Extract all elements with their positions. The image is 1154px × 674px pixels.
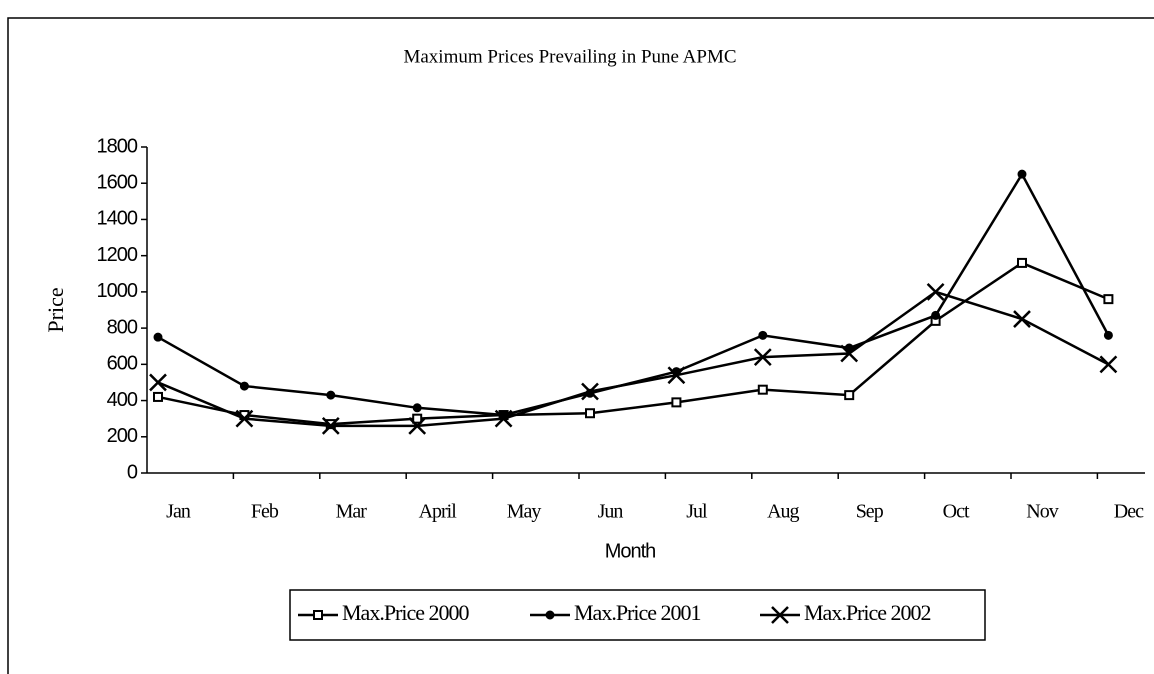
legend-label: Max.Price 2002 — [804, 600, 931, 625]
y-tick-label: 1800 — [97, 135, 138, 157]
marker — [1103, 294, 1114, 305]
x-axis-label: Month — [605, 540, 656, 562]
y-axis-label: Price — [43, 287, 68, 332]
x-tick-label: Sep — [856, 501, 884, 523]
x-tick-label: Aug — [767, 501, 799, 523]
x-tick-label: Jul — [686, 501, 708, 523]
x-tick-label: Feb — [251, 501, 279, 523]
legend — [289, 589, 986, 641]
y-tick-label: 200 — [107, 425, 138, 447]
chart-title: Maximum Prices Prevailing in Pune APMC — [403, 46, 736, 67]
x-tick-label: Jan — [166, 501, 191, 523]
series-line — [157, 290, 1109, 428]
marker — [753, 348, 772, 366]
marker — [1103, 330, 1113, 340]
marker — [321, 417, 340, 435]
x-tick-label: May — [507, 501, 542, 523]
y-tick-label: 1200 — [97, 244, 138, 266]
x-tick-label: Dec — [1114, 501, 1144, 523]
x-tick-label: Mar — [336, 501, 368, 523]
y-tick-label: 0 — [127, 461, 138, 483]
marker — [585, 408, 595, 419]
chart-frame — [7, 17, 1154, 674]
marker — [235, 409, 254, 428]
marker — [412, 413, 423, 424]
marker — [494, 409, 513, 428]
marker — [581, 382, 599, 401]
marker — [844, 390, 855, 401]
marker — [1017, 257, 1027, 268]
series-line — [157, 171, 1110, 417]
y-tick-label: 1600 — [97, 172, 138, 194]
marker — [412, 403, 422, 413]
x-tick-label: Jun — [598, 501, 624, 523]
y-tick-label: 1400 — [97, 208, 138, 230]
marker — [758, 330, 768, 340]
y-tick-label: 1000 — [97, 280, 138, 302]
marker — [325, 419, 336, 430]
series-line — [157, 261, 1109, 426]
x-tick-label: April — [419, 501, 458, 523]
y-tick-label: 800 — [107, 316, 138, 338]
marker — [840, 344, 859, 363]
marker — [153, 332, 163, 342]
marker — [408, 417, 427, 435]
legend-label: Max.Price 2001 — [574, 600, 701, 625]
marker — [671, 397, 682, 408]
marker — [926, 283, 945, 301]
marker — [149, 373, 167, 392]
marker — [667, 366, 686, 385]
marker — [757, 384, 768, 395]
marker — [153, 391, 163, 402]
marker — [313, 610, 323, 620]
marker — [545, 610, 555, 620]
marker — [771, 606, 789, 624]
y-tick-label: 600 — [107, 353, 138, 375]
marker — [1017, 169, 1027, 179]
x-tick-label: Oct — [943, 501, 970, 523]
marker — [1099, 355, 1118, 374]
marker — [239, 381, 249, 391]
marker — [326, 390, 336, 400]
y-tick-label: 400 — [107, 389, 138, 411]
marker — [1013, 310, 1031, 328]
legend-label: Max.Price 2000 — [342, 600, 470, 625]
x-tick-label: Nov — [1026, 501, 1058, 523]
marker — [931, 310, 941, 320]
